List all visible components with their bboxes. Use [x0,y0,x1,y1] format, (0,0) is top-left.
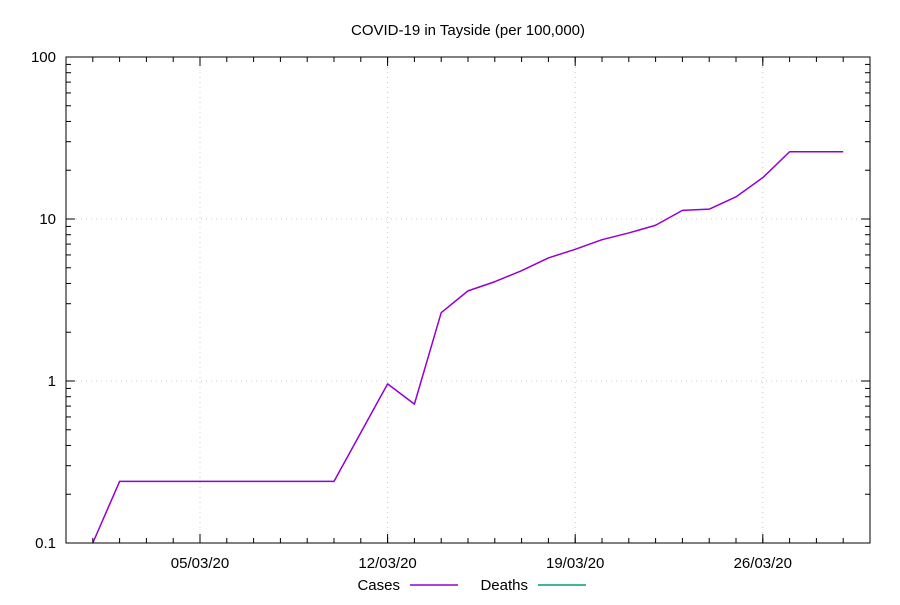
legend-item-deaths: Deaths [480,577,586,594]
grid-layer [66,56,870,544]
y-tick-label: 1 [48,373,56,390]
x-tick-label: 19/03/20 [546,555,604,572]
axis-layer: 0.1 1 10 100 05/03/20 12/03/20 19/03/20 26/03/2… [31,49,871,572]
y-tick-label: 0.1 [35,535,56,552]
y-tick-label: 10 [39,211,56,228]
legend-label: Deaths [480,577,528,594]
legend-label: Cases [357,577,400,594]
x-tick-label: 05/03/20 [171,555,229,572]
series-line-cases [92,151,844,544]
plot-border [65,56,871,544]
x-tick-label: 26/03/20 [734,555,792,572]
legend-item-cases: Cases [357,577,458,594]
series-layer [92,151,844,544]
chart-title: COVID-19 in Tayside (per 100,000) [351,22,585,39]
x-tick-label: 12/03/20 [358,555,416,572]
y-tick-label: 100 [31,49,56,66]
legend: Cases Deaths [357,577,586,594]
